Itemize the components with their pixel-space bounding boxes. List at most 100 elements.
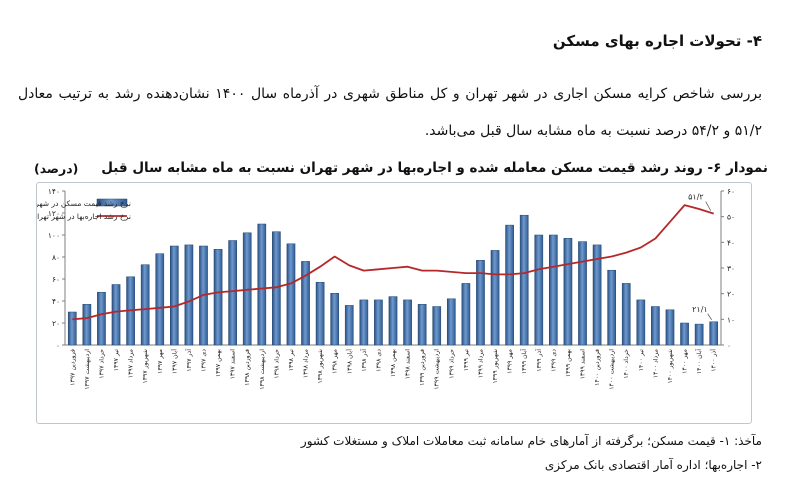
x-tick-label: فروردین ۱۳۹۹ — [419, 349, 426, 386]
bar — [446, 298, 456, 346]
x-tick-label: مهر ۱۳۹۷ — [157, 349, 164, 374]
x-tick-label: بهمن ۱۳۹۸ — [390, 349, 397, 377]
bar — [505, 224, 514, 346]
bar — [213, 249, 223, 346]
left-tick-label: ۱۲۰ — [48, 209, 60, 218]
bar — [680, 322, 689, 346]
bar — [111, 284, 121, 346]
x-tick-label: آذر ۱۴۰۰ — [709, 349, 718, 372]
x-tick-label: آبان ۱۳۹۸ — [344, 349, 353, 374]
bar — [549, 234, 558, 346]
bar — [621, 283, 631, 346]
right-tick-label: ۰ — [727, 341, 731, 350]
x-tick-label: مهر ۱۳۹۹ — [507, 349, 514, 374]
bar — [665, 309, 675, 346]
bar — [140, 264, 150, 346]
source-note: ۲- اجاره‌بها؛ اداره آمار اقتصادی بانک مر… — [544, 458, 762, 472]
bar — [490, 250, 500, 346]
intro-paragraph: بررسی شاخص کرایه مسکن اجاری در شهر تهران… — [18, 86, 762, 139]
x-tick-label: خرداد ۱۳۹۹ — [448, 349, 455, 379]
x-tick-label: آذر ۱۳۹۸ — [359, 349, 368, 372]
left-tick-label: ۸۰ — [52, 253, 60, 262]
bar — [359, 299, 369, 346]
x-tick-label: آبان ۱۳۹۹ — [519, 349, 528, 374]
bar — [636, 299, 646, 346]
x-tick-label: مرداد ۱۳۹۸ — [303, 349, 310, 378]
left-tick-label: ۰ — [56, 341, 60, 350]
bar — [403, 299, 412, 346]
bar — [578, 241, 587, 346]
x-tick-label: شهریور ۱۴۰۰ — [667, 349, 674, 384]
x-tick-label: مرداد ۱۳۹۷ — [128, 349, 135, 378]
x-tick-label: تیر ۱۳۹۸ — [288, 349, 295, 372]
bar — [519, 214, 529, 346]
right-tick-label: ۳۰ — [727, 264, 735, 273]
x-tick-label: مهر ۱۳۹۸ — [332, 349, 339, 374]
x-tick-label: دی ۱۳۹۷ — [200, 349, 207, 372]
bar — [301, 261, 310, 346]
left-tick-label: ۲۰ — [52, 319, 60, 328]
x-tick-label: اردیبهشت ۱۴۰۰ — [609, 349, 616, 390]
right-tick-label: ۵۰ — [727, 213, 735, 222]
bar — [170, 245, 179, 346]
bar — [417, 304, 427, 346]
section-heading: ۴- تحولات اجاره بهای مسکن — [552, 32, 762, 50]
bar — [344, 305, 354, 346]
bar — [476, 260, 485, 346]
bar — [563, 238, 573, 346]
legend-label-price: نرخ رشد قیمت مسکن در شهر تهران (محور چپ) — [37, 199, 131, 208]
x-tick-label: اسفند ۱۳۹۷ — [230, 349, 237, 380]
bar — [651, 306, 660, 346]
x-tick-label: خرداد ۱۳۹۷ — [98, 349, 105, 379]
x-tick-label: بهمن ۱۳۹۹ — [565, 349, 572, 377]
annotation-price-label: ۲۱/۱ — [692, 305, 708, 314]
x-tick-label: خرداد ۱۴۰۰ — [623, 349, 630, 379]
x-tick-label: شهریور ۱۳۹۷ — [142, 349, 149, 384]
right-tick-label: ۴۰ — [727, 238, 735, 247]
x-tick-label: فروردین ۱۳۹۸ — [244, 349, 251, 386]
bar — [694, 323, 704, 346]
left-tick-label: ۱۰۰ — [48, 231, 60, 240]
annotation-leader — [705, 201, 711, 211]
x-tick-label: اسفند ۱۳۹۹ — [580, 349, 587, 380]
bar — [461, 283, 471, 346]
bar — [315, 282, 325, 346]
bar — [97, 291, 106, 346]
x-tick-label: آذر ۱۳۹۷ — [184, 349, 193, 372]
x-tick-label: تیر ۱۳۹۷ — [113, 349, 120, 372]
x-tick-label: آبان ۱۴۰۰ — [694, 349, 703, 374]
x-tick-label: آذر ۱۳۹۹ — [534, 349, 543, 372]
x-tick-label: اردیبهشت ۱۳۹۸ — [259, 349, 266, 390]
right-tick-label: ۶۰ — [727, 187, 735, 196]
bar — [67, 311, 77, 346]
x-tick-label: دی ۱۳۹۸ — [375, 349, 382, 372]
chart-title: نمودار ۶- روند رشد قیمت مسکن معامله شده … — [101, 160, 768, 176]
bar — [592, 244, 602, 346]
bar — [257, 223, 267, 346]
x-tick-label: خرداد ۱۳۹۸ — [273, 349, 280, 379]
bar — [82, 304, 92, 346]
source-notes: مآخذ: ۱- قیمت مسکن؛ برگرفته از آمارهای خ… — [301, 429, 762, 477]
bar — [374, 299, 383, 346]
x-tick-label: اردیبهشت ۱۳۹۷ — [84, 349, 91, 390]
bar — [286, 243, 296, 346]
x-tick-label: دی ۱۳۹۹ — [550, 349, 557, 372]
legend-swatch-bar — [96, 198, 128, 207]
left-tick-label: ۱۴۰ — [48, 187, 60, 196]
bar — [709, 321, 719, 346]
bar — [330, 293, 340, 346]
left-tick-label: ۶۰ — [52, 275, 60, 284]
x-tick-label: فروردین ۱۴۰۰ — [594, 349, 601, 386]
x-tick-label: تیر ۱۳۹۹ — [463, 349, 470, 372]
x-tick-label: شهریور ۱۳۹۸ — [317, 349, 324, 384]
legend-label-rent: نرخ رشد اجاره‌بها در شهر تهران (محور راس… — [37, 212, 131, 221]
x-tick-label: مرداد ۱۳۹۹ — [477, 349, 484, 378]
x-tick-label: تیر ۱۴۰۰ — [638, 349, 645, 372]
chart-svg: ۰ ۲۰ ۴۰ ۶۰ ۸۰ ۱۰۰ ۱۲۰ ۱۴۰ ۰ ۱۰ ۲۰ ۳۰ ۴۰ ۵۰ ۶۰ فروردین ۱… — [37, 187, 735, 390]
annotation-leader — [707, 313, 712, 320]
chart-frame: ۰ ۲۰ ۴۰ ۶۰ ۸۰ ۱۰۰ ۱۲۰ ۱۴۰ ۰ ۱۰ ۲۰ ۳۰ ۴۰ ۵۰ ۶۰ فروردین ۱… — [36, 182, 752, 424]
bar — [155, 253, 165, 346]
left-tick-label: ۴۰ — [52, 297, 60, 306]
unit-label: (درصد) — [34, 161, 79, 176]
x-tick-label: بهمن ۱۳۹۷ — [215, 349, 222, 377]
